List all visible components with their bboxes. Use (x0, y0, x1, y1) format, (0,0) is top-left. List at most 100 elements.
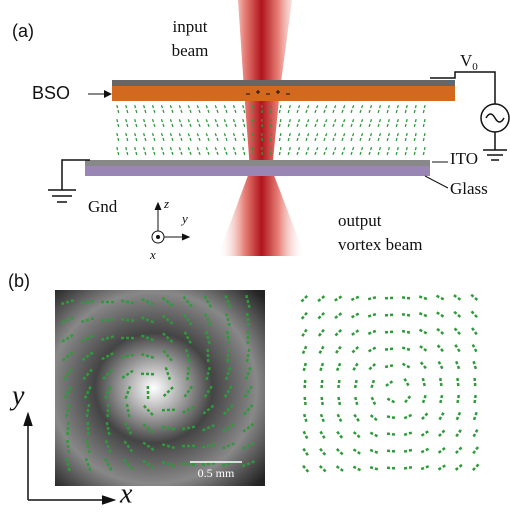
director (332, 105, 335, 114)
director (414, 119, 416, 129)
director (385, 298, 395, 299)
director (352, 346, 359, 353)
director (318, 312, 325, 319)
director (135, 119, 138, 129)
director (396, 147, 399, 157)
director (188, 147, 191, 156)
director (88, 421, 89, 435)
director (144, 147, 147, 157)
director (475, 378, 476, 388)
director (369, 347, 378, 352)
director (224, 147, 227, 156)
director (144, 105, 147, 115)
director (402, 433, 412, 436)
director (288, 147, 291, 157)
director (323, 133, 327, 142)
director (234, 105, 237, 115)
director (371, 395, 375, 404)
director (387, 105, 390, 115)
director (341, 105, 344, 114)
director (437, 465, 446, 470)
director (455, 328, 462, 335)
director (187, 367, 188, 381)
director (153, 119, 156, 129)
top-electrode (112, 80, 455, 86)
director (179, 133, 182, 142)
director (288, 105, 291, 115)
director (419, 449, 428, 453)
director (335, 329, 342, 336)
ito-layer (85, 160, 430, 166)
director (296, 147, 299, 157)
director (117, 119, 119, 129)
director (243, 105, 245, 115)
director (227, 349, 228, 363)
director (153, 133, 156, 143)
director (386, 398, 395, 402)
director (473, 345, 478, 354)
director (369, 414, 377, 420)
axis-x: x (119, 478, 133, 509)
director (352, 431, 359, 438)
director (170, 119, 173, 128)
director (405, 119, 407, 129)
director (472, 447, 478, 455)
axis-y: y (9, 380, 25, 411)
director (359, 119, 362, 129)
director (422, 395, 425, 404)
director (402, 450, 412, 452)
director (421, 413, 428, 420)
director (161, 133, 164, 143)
bso-label: BSO (32, 83, 70, 103)
director (404, 396, 410, 404)
director (215, 133, 218, 142)
director (335, 465, 343, 471)
director (117, 133, 119, 143)
director (359, 105, 362, 115)
director (369, 363, 376, 370)
director (170, 147, 173, 156)
director (179, 119, 182, 128)
director (117, 105, 119, 115)
director (323, 147, 327, 156)
director (438, 413, 443, 422)
figure: (a) input beam BSO V0 ITO Glass Gnd (0, 0, 510, 512)
output-label: output (338, 211, 382, 230)
director (368, 467, 378, 470)
director (188, 119, 191, 128)
director (402, 331, 412, 333)
director (414, 147, 416, 157)
director (321, 395, 322, 405)
director (170, 105, 173, 114)
director (378, 119, 381, 129)
director (402, 415, 411, 419)
director (117, 147, 119, 157)
director (188, 105, 191, 114)
director (279, 119, 281, 129)
director (438, 430, 445, 437)
director (454, 312, 462, 318)
director (179, 147, 182, 156)
panel-label: (b) (8, 271, 30, 291)
director (335, 312, 343, 318)
director (197, 105, 200, 114)
director (68, 421, 69, 435)
director (322, 378, 323, 388)
director (369, 133, 372, 143)
director (456, 361, 460, 370)
director (135, 105, 138, 115)
director (355, 378, 357, 388)
director (319, 447, 325, 455)
director (67, 439, 68, 453)
director (455, 345, 460, 353)
director (437, 448, 445, 454)
director (455, 447, 462, 454)
director (101, 319, 115, 320)
director (243, 147, 245, 157)
director (350, 147, 353, 156)
director (440, 395, 442, 405)
director (323, 119, 327, 128)
director (474, 361, 477, 371)
director (420, 346, 428, 352)
director (473, 430, 478, 439)
